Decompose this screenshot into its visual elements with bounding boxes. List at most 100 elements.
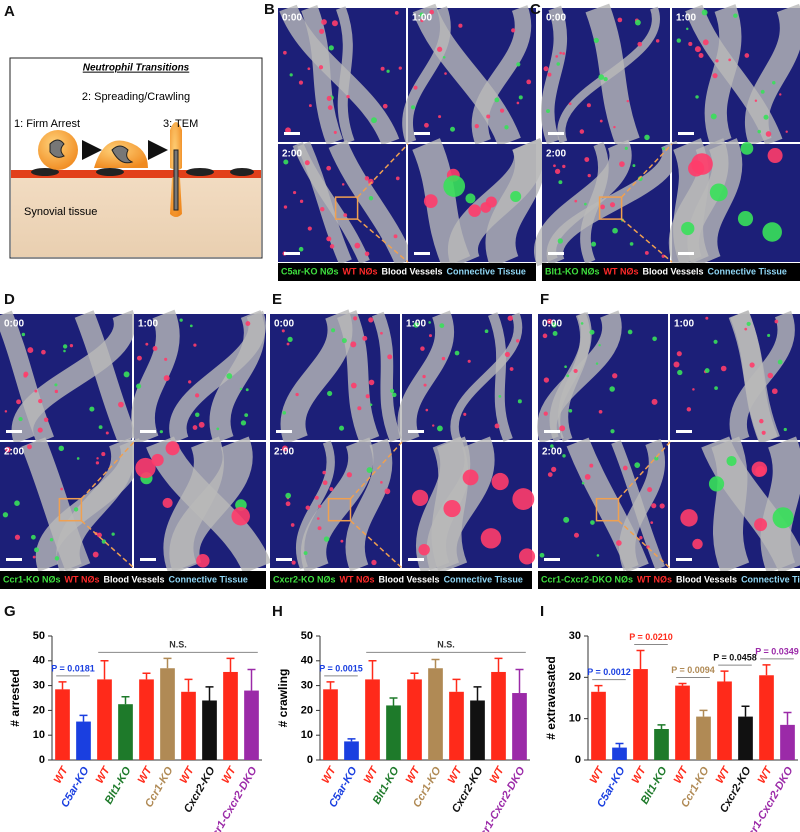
cell (341, 338, 347, 344)
cell (393, 234, 398, 239)
cell (698, 53, 704, 58)
cell (480, 528, 502, 549)
nucleus-flat (96, 168, 124, 176)
cell (552, 331, 558, 336)
cell (357, 406, 362, 411)
cell (609, 202, 616, 208)
cell (394, 11, 399, 15)
cell (194, 393, 200, 398)
x-tick-label: WT (446, 764, 466, 786)
cell (622, 465, 628, 471)
cell (145, 342, 149, 346)
bar (118, 704, 133, 760)
cell (612, 227, 618, 234)
cell (692, 538, 703, 550)
vessel (557, 6, 660, 144)
vessel (74, 310, 138, 444)
cell (295, 392, 299, 397)
cell (634, 19, 641, 26)
cell (647, 487, 653, 493)
cell (439, 323, 445, 328)
cell (304, 160, 310, 166)
cell (518, 548, 536, 565)
cell (547, 318, 553, 324)
cell (603, 76, 608, 82)
vessel (611, 440, 666, 570)
cell (384, 488, 391, 495)
nucleus (49, 139, 65, 158)
cell (573, 532, 579, 538)
bar (449, 691, 464, 760)
cell (692, 388, 695, 391)
time-label: 1:00 (674, 319, 694, 330)
zoom-line (621, 143, 673, 198)
error-bar (699, 709, 708, 717)
step-label: 1: Firm Arrest (14, 118, 80, 130)
caption-bar (538, 571, 800, 589)
cell (34, 547, 40, 553)
cell (58, 445, 65, 452)
cell (504, 351, 510, 358)
cell (710, 113, 717, 120)
cell (350, 382, 357, 389)
cell (136, 355, 142, 361)
cell (705, 316, 709, 320)
cell (543, 377, 550, 383)
cell (432, 424, 435, 427)
cell (587, 173, 591, 178)
cell (556, 62, 560, 66)
cell (676, 38, 682, 43)
cell (281, 445, 288, 452)
caption-text: WT NØs (637, 574, 672, 584)
cell (593, 37, 599, 43)
cell (586, 103, 591, 108)
cell (584, 202, 587, 206)
cell (617, 17, 623, 23)
bar (365, 679, 380, 760)
cell (285, 492, 292, 499)
cell (609, 386, 615, 392)
cell (390, 388, 395, 393)
cell (62, 344, 68, 349)
cell (333, 130, 337, 134)
cell (754, 518, 768, 532)
panel-letter: G (4, 603, 16, 620)
cell (468, 204, 481, 217)
cell (543, 411, 548, 416)
cell (584, 474, 591, 480)
vessel (412, 3, 521, 147)
cell (779, 93, 782, 96)
y-axis-label: # crawling (276, 669, 290, 728)
cell (328, 45, 334, 51)
cell (637, 41, 643, 47)
zoom-line (349, 441, 403, 500)
cell (442, 55, 446, 59)
cell (283, 159, 289, 165)
image-texture (282, 140, 414, 266)
error-bar (473, 686, 482, 701)
cell (757, 129, 761, 134)
bar (428, 668, 443, 760)
image-texture (412, 138, 546, 268)
step-label: 3: TEM (163, 118, 198, 130)
cell (785, 130, 788, 133)
zoom-line (349, 520, 403, 569)
cell (323, 536, 330, 542)
scale-bar (6, 430, 22, 433)
cell (27, 347, 34, 354)
cell (317, 526, 322, 531)
cell (783, 427, 787, 432)
error-bar (494, 657, 503, 672)
y-tick-label: 0 (39, 754, 45, 766)
cell (165, 441, 180, 456)
zoom-box (334, 196, 359, 220)
cell (701, 9, 708, 16)
cell (589, 329, 595, 335)
cell (303, 551, 308, 555)
bar (759, 675, 774, 760)
cell (458, 23, 463, 28)
cell (686, 407, 692, 412)
cell (245, 388, 249, 392)
image-texture (673, 310, 795, 444)
error-bar (678, 682, 687, 686)
